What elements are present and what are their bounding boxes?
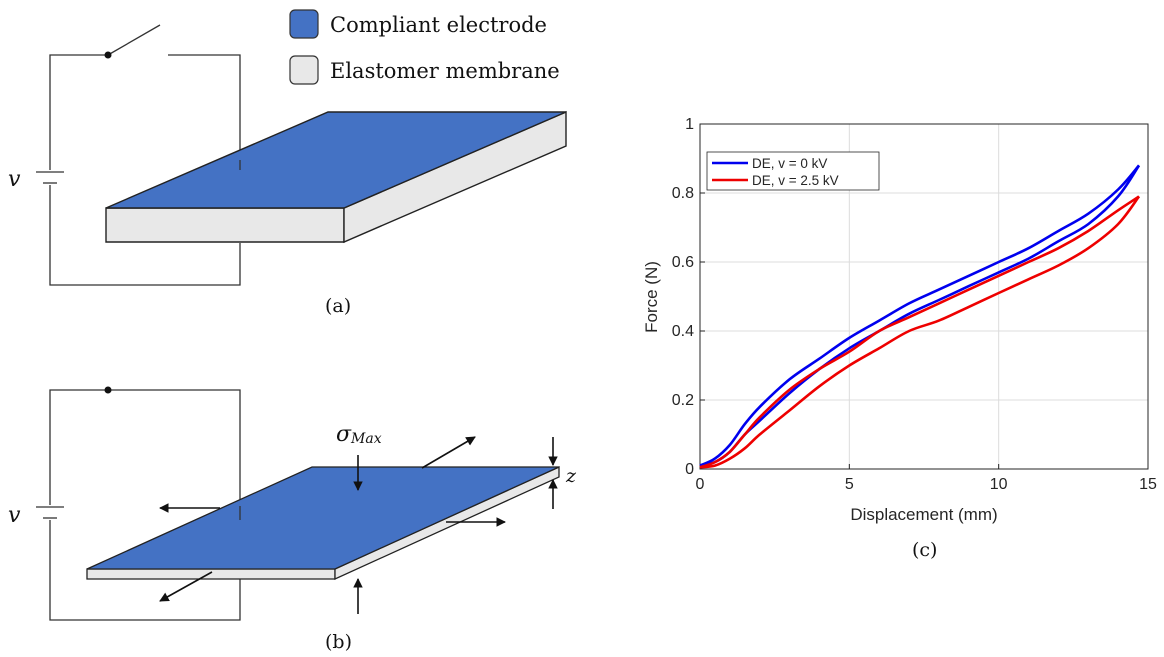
membrane-swatch — [289, 55, 319, 85]
membrane-legend-label: Elastomer membrane — [330, 59, 560, 83]
caption-b: (b) — [325, 631, 352, 653]
switch-pivot — [104, 51, 112, 59]
dielectric-actuator-a — [105, 110, 567, 244]
axes-box — [699, 123, 1149, 470]
circuit-a-wire-top-left — [49, 54, 108, 170]
membrane-front-face — [105, 207, 345, 243]
diagram-legend: Compliant electrode Elastomer membrane — [289, 9, 560, 85]
panel-a: v (a) — [8, 24, 567, 317]
arrow-back-right — [421, 436, 476, 469]
circuit-b-wire-bottom — [49, 520, 241, 621]
y-tick-label: 0.4 — [672, 323, 694, 340]
circuit-b-wire-top-left — [49, 389, 108, 505]
circuit-a-wire-top-right — [168, 54, 241, 170]
series-layer — [699, 164, 1141, 469]
series-line-0kv-loading — [699, 164, 1140, 467]
panel-c: 0 5 10 15 0 0.2 0.4 0.6 0.8 1 DE, v = 0 kV DE, v … — [642, 116, 1157, 561]
closed-switch-node — [104, 386, 112, 394]
stress-symbol: σ — [336, 422, 352, 447]
series-line-0kv-unloading — [699, 164, 1141, 467]
y-axis-label: Force (N) — [642, 261, 661, 333]
y-tick-label: 0.8 — [672, 185, 694, 202]
voltage-label-a: v — [8, 167, 21, 192]
y-tick-label: 1 — [685, 116, 694, 133]
panel-b: σMax z v (b) — [8, 386, 577, 653]
circuit-a-switch — [107, 24, 161, 56]
caption-a: (a) — [325, 295, 351, 317]
x-tick-label: 15 — [1139, 476, 1157, 493]
electrode-top-face — [105, 111, 567, 209]
voltage-label-b: v — [8, 503, 21, 528]
x-axis-label: Displacement (mm) — [850, 505, 997, 524]
electrode-b-top-face — [86, 466, 560, 570]
electrode-legend-label: Compliant electrode — [330, 13, 547, 37]
thickness-label: z — [565, 465, 577, 487]
x-tick-label: 0 — [696, 476, 705, 493]
y-tick-label: 0.6 — [672, 254, 694, 271]
circuit-b — [36, 389, 241, 621]
x-tick-label: 5 — [845, 476, 854, 493]
legend-label-0kv: DE, v = 0 kV — [752, 156, 827, 171]
chart-legend-box — [706, 151, 880, 191]
y-tick-label: 0 — [685, 461, 694, 478]
force-displacement-chart: 0 5 10 15 0 0.2 0.4 0.6 0.8 1 DE, v = 0 kV DE, v … — [642, 116, 1157, 524]
stress-label: σMax — [336, 422, 382, 447]
strain-arrows — [159, 436, 558, 614]
electrode-swatch — [289, 9, 319, 39]
chart-legend: DE, v = 0 kV DE, v = 2.5 kV — [706, 151, 880, 191]
series-line-2p5kv-unloading — [699, 195, 1141, 469]
y-tick-label: 0.2 — [672, 392, 694, 409]
x-tick-label: 10 — [990, 476, 1008, 493]
legend-label-2p5kv: DE, v = 2.5 kV — [752, 173, 839, 188]
axis-ticks: 0 5 10 15 0 0.2 0.4 0.6 0.8 1 — [672, 116, 1157, 493]
membrane-b-front-face — [86, 568, 336, 580]
arrow-front-left — [159, 571, 213, 602]
dielectric-actuator-b — [86, 465, 560, 581]
circuit-a — [36, 24, 241, 286]
caption-c: (c) — [912, 539, 937, 561]
circuit-a-wire-bottom — [49, 185, 241, 286]
stress-subscript: Max — [350, 431, 382, 447]
series-line-2p5kv-loading — [699, 195, 1140, 469]
circuit-b-wire-top-right — [108, 389, 241, 520]
